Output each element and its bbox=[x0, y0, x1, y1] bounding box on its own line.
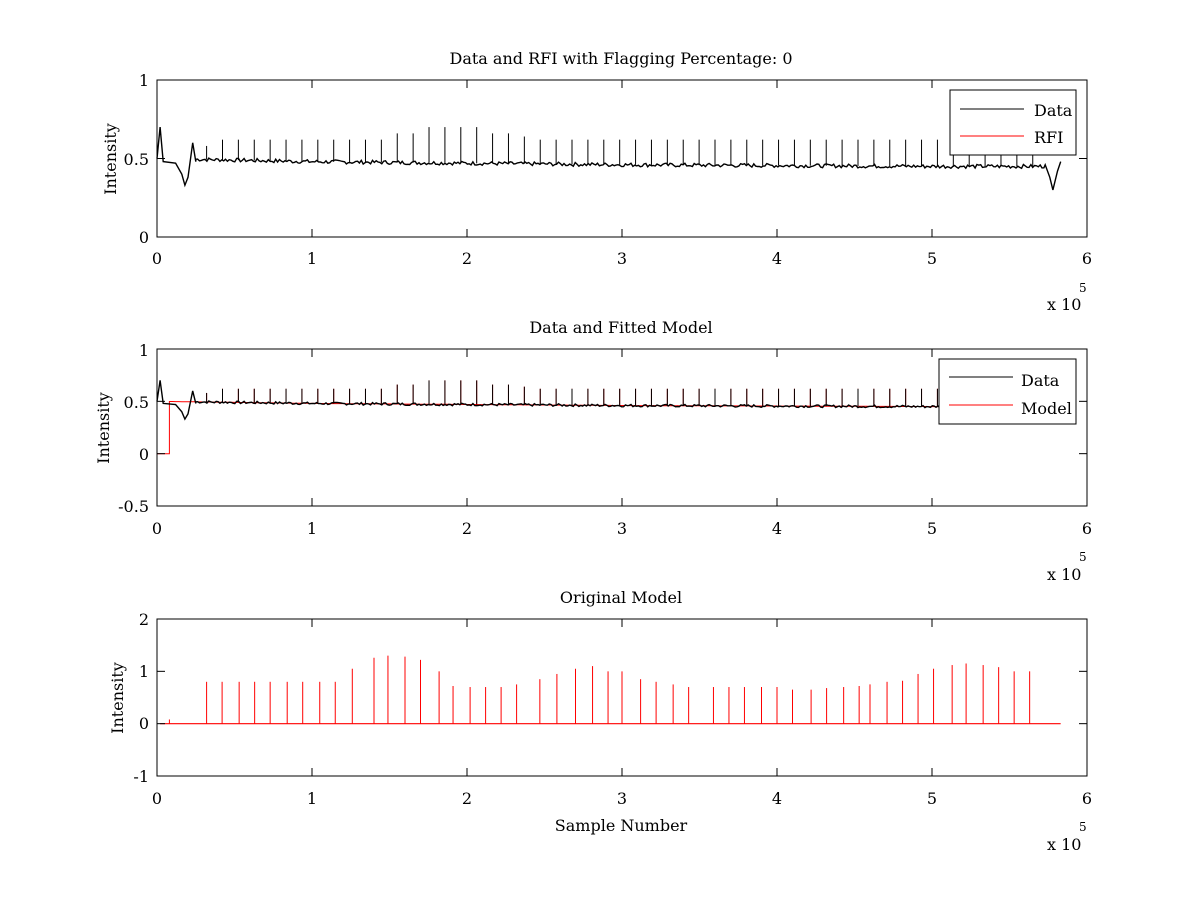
subplot-3-ytick-2: 1 bbox=[139, 662, 149, 681]
subplot-3: Original Model 0 1 2 3 4 5 6 -1 0 1 2 In… bbox=[108, 588, 1092, 854]
subplot-1-xtick-3: 3 bbox=[617, 249, 627, 268]
subplot-3-ticks bbox=[156, 618, 1088, 777]
subplot-2-xtick-0: 0 bbox=[152, 519, 162, 538]
subplot-2-ytick-2: 0.5 bbox=[124, 393, 149, 412]
subplot-3-xtick-2: 2 bbox=[462, 789, 472, 808]
subplot-1-xtick-5: 5 bbox=[927, 249, 937, 268]
subplot-2-x-multiplier-exponent: 5 bbox=[1079, 550, 1087, 564]
subplot-2-legend-box bbox=[938, 358, 1077, 425]
subplot-1-legend: Data RFI bbox=[949, 89, 1077, 156]
subplot-3-ytick-3: 2 bbox=[139, 610, 149, 629]
subplot-1-ylabel: Intensity bbox=[101, 123, 120, 195]
subplot-2-xtick-5: 5 bbox=[927, 519, 937, 538]
subplot-3-ylabel: Intensity bbox=[108, 662, 127, 734]
subplot-1-legend-label-data: Data bbox=[1034, 101, 1073, 120]
subplot-2-legend: Data Model bbox=[938, 358, 1077, 425]
subplot-1-data-line bbox=[156, 127, 1062, 191]
subplot-3-ytick-1: 0 bbox=[139, 714, 149, 733]
subplot-1-title: Data and RFI with Flagging Percentage: 0 bbox=[449, 49, 792, 68]
subplot-2-xtick-2: 2 bbox=[462, 519, 472, 538]
subplot-3-xtick-1: 1 bbox=[307, 789, 317, 808]
subplot-2-data-line bbox=[156, 380, 1062, 425]
subplot-2-legend-label-model: Model bbox=[1021, 399, 1072, 418]
subplot-1-xtick-0: 0 bbox=[152, 249, 162, 268]
subplot-2-ytick-1: 0 bbox=[139, 445, 149, 464]
subplot-1-legend-box bbox=[949, 89, 1077, 156]
subplot-2-ytick-3: 1 bbox=[139, 341, 149, 360]
subplot-1: Data and RFI with Flagging Percentage: 0… bbox=[101, 49, 1092, 314]
subplot-3-data-group bbox=[160, 655, 1061, 725]
subplot-1-legend-label-rfi: RFI bbox=[1034, 128, 1063, 147]
subplot-2-ylabel: Intensity bbox=[94, 392, 113, 464]
subplot-1-ytick-0: 0 bbox=[139, 228, 149, 247]
subplot-2-legend-label-data: Data bbox=[1021, 371, 1060, 390]
subplot-1-data-group bbox=[156, 127, 1062, 191]
subplot-2-title: Data and Fitted Model bbox=[529, 318, 712, 337]
subplot-2-ticks bbox=[156, 348, 1088, 507]
subplot-3-xtick-6: 6 bbox=[1082, 789, 1092, 808]
subplot-1-xtick-2: 2 bbox=[462, 249, 472, 268]
subplot-3-xlabel: Sample Number bbox=[555, 816, 688, 835]
subplot-1-x-multiplier-exponent: 5 bbox=[1079, 281, 1087, 295]
subplot-3-x-multiplier: x 10 bbox=[1047, 835, 1081, 854]
subplot-3-xtick-3: 3 bbox=[617, 789, 627, 808]
subplot-2-xtick-6: 6 bbox=[1082, 519, 1092, 538]
subplot-2: Data and Fitted Model 0 1 2 3 4 5 6 -0.5… bbox=[94, 318, 1092, 584]
subplot-3-title: Original Model bbox=[560, 588, 682, 607]
subplot-1-x-multiplier: x 10 bbox=[1047, 295, 1081, 314]
subplot-2-xtick-4: 4 bbox=[772, 519, 782, 538]
subplot-2-xtick-1: 1 bbox=[307, 519, 317, 538]
subplot-3-ytick-0: -1 bbox=[133, 767, 149, 786]
subplot-1-xtick-6: 6 bbox=[1082, 249, 1092, 268]
subplot-1-ytick-1: 0.5 bbox=[124, 150, 149, 169]
subplot-2-xtick-3: 3 bbox=[617, 519, 627, 538]
subplot-1-ytick-2: 1 bbox=[139, 71, 149, 90]
subplot-1-xtick-4: 4 bbox=[772, 249, 782, 268]
subplot-3-x-multiplier-exponent: 5 bbox=[1079, 820, 1087, 834]
subplot-3-xtick-4: 4 bbox=[772, 789, 782, 808]
subplot-1-xtick-1: 1 bbox=[307, 249, 317, 268]
subplot-3-xtick-0: 0 bbox=[152, 789, 162, 808]
subplot-2-ytick-0: -0.5 bbox=[118, 497, 149, 516]
subplot-2-x-multiplier: x 10 bbox=[1047, 565, 1081, 584]
subplot-1-ticks bbox=[156, 79, 1088, 238]
subplot-3-xtick-5: 5 bbox=[927, 789, 937, 808]
